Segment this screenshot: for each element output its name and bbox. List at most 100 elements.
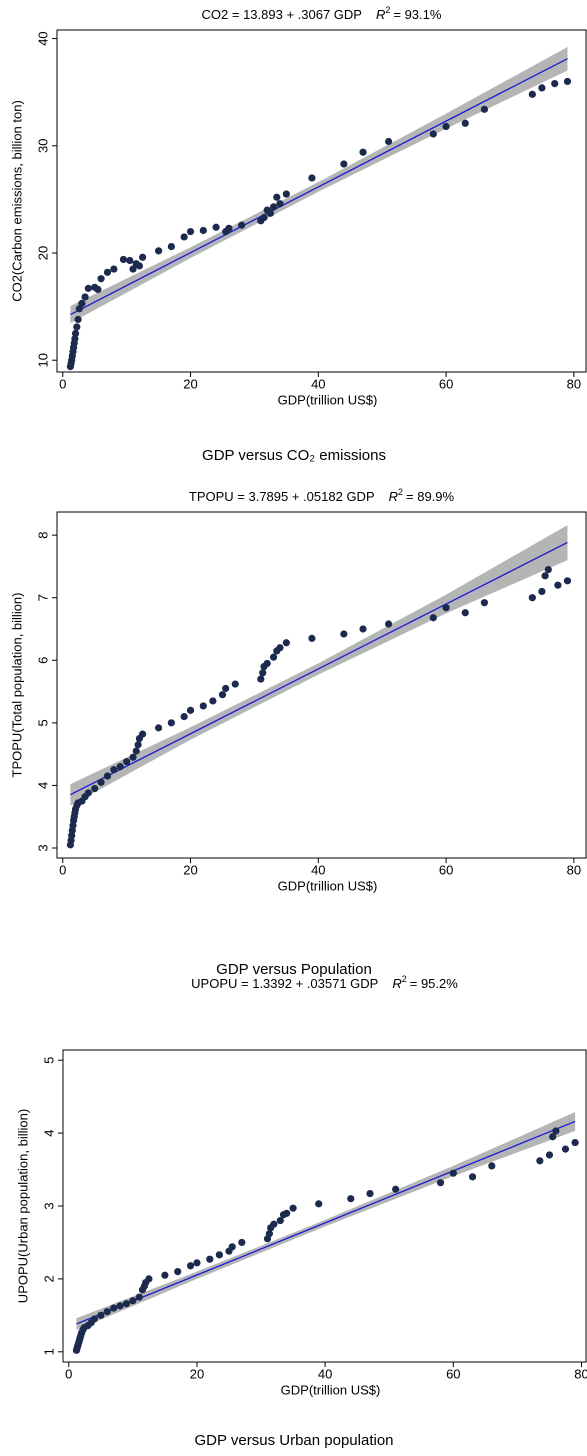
data-point (110, 766, 118, 774)
data-point (480, 599, 489, 607)
data-point (161, 1271, 169, 1279)
r2-symbol: R (392, 976, 401, 991)
data-point (468, 1173, 477, 1181)
x-tick-label: 80 (567, 862, 581, 877)
x-tick-label: 20 (190, 1366, 204, 1381)
plot: UPOPU = 1.3392 + .03571 GDP R2 = 95.2%0 20 4… (15, 974, 587, 1449)
x-tick-label: 40 (311, 376, 325, 391)
y-tick-label: 1 (41, 1348, 56, 1355)
plot-frame (62, 1049, 587, 1363)
confidence-band (70, 525, 568, 806)
data-point (129, 753, 137, 761)
chart-title: TPOPU = 3.7895 + .05182 GDP R2 = 89.9% (189, 487, 455, 504)
data-point (257, 675, 265, 683)
data-point (308, 174, 316, 182)
y-tick-label: 5 (35, 719, 50, 726)
x-tick-label: 60 (439, 862, 453, 877)
r2-value: = 89.9% (406, 489, 455, 504)
data-point (269, 203, 278, 211)
y-tick-label: 3 (41, 1202, 56, 1209)
plot-frame (56, 511, 587, 859)
x-axis-title: GDP(trillion US$) (278, 878, 378, 893)
data-point (554, 581, 562, 589)
r2-exponent: 2 (402, 974, 407, 984)
confidence-band (76, 1111, 576, 1330)
data-point (116, 763, 124, 771)
y-tick-label: 4 (35, 782, 50, 789)
r2-exponent: 2 (398, 487, 403, 497)
data-point (122, 1300, 131, 1308)
x-tick-label: 60 (439, 376, 453, 391)
fit-line (70, 58, 568, 316)
data-point (282, 190, 290, 198)
data-point (265, 1230, 273, 1238)
data-point (366, 1190, 374, 1198)
confidence-band (70, 46, 568, 324)
y-tick-label: 7 (35, 594, 50, 601)
fit-line (76, 1120, 576, 1325)
data-point (71, 335, 79, 343)
data-point (544, 565, 552, 574)
data-point (186, 227, 195, 236)
data-point (283, 1209, 291, 1217)
data-point (71, 329, 80, 338)
data-point (359, 625, 367, 633)
data-point (75, 305, 83, 313)
data-point (429, 614, 437, 622)
data-point (145, 1275, 153, 1283)
data-point (442, 604, 450, 612)
data-point (78, 299, 86, 307)
data-point (384, 137, 393, 146)
y-tick-label: 4 (41, 1129, 56, 1136)
data-point (154, 724, 163, 732)
data-point (186, 706, 195, 714)
x-tick-label: 40 (318, 1366, 332, 1381)
data-point (135, 1293, 143, 1301)
data-point (563, 77, 572, 86)
data-point (209, 697, 217, 705)
y-axis-title: CO2(Carbon emissions, billion ton) (9, 100, 24, 302)
data-point (266, 209, 274, 217)
plot: TPOPU = 3.7895 + .05182 GDP R2 = 89.9% 0 20 4… (9, 487, 587, 978)
data-point (289, 1204, 297, 1212)
data-point (270, 1220, 278, 1228)
data-point (123, 758, 131, 766)
data-point (392, 1185, 400, 1193)
y-tick-label: 20 (35, 246, 50, 260)
data-point (97, 778, 105, 786)
data-point (263, 659, 271, 668)
r2-symbol: R (389, 489, 398, 504)
data-point (215, 1251, 223, 1259)
data-point (132, 747, 140, 755)
data-point (315, 1200, 323, 1208)
data-point (90, 1315, 99, 1323)
y-tick-label: 3 (35, 844, 50, 851)
data-point (231, 680, 239, 688)
data-point (180, 712, 188, 721)
y-axis-title: TPOPU(Total population, billion) (9, 593, 24, 778)
data-point (538, 84, 546, 92)
data-point (340, 160, 348, 168)
data-point (222, 684, 230, 693)
data-point (442, 122, 450, 131)
data-point (269, 653, 278, 661)
data-point (528, 90, 536, 98)
data-point (84, 284, 92, 292)
x-tick-label: 0 (65, 1366, 72, 1381)
plot-frame (56, 29, 587, 373)
data-point (126, 256, 134, 265)
data-point (282, 639, 290, 647)
data-point (199, 226, 207, 235)
data-point (488, 1162, 496, 1170)
r2-value: = 95.2% (410, 976, 459, 991)
data-point (199, 702, 207, 710)
data-point (347, 1195, 355, 1203)
caption: GDP versus Population (216, 961, 372, 978)
data-point (186, 1262, 195, 1270)
data-point (167, 242, 175, 251)
data-point (436, 1179, 445, 1187)
caption: GDP versus Urban population (195, 1432, 394, 1449)
x-tick-label: 40 (311, 862, 325, 877)
